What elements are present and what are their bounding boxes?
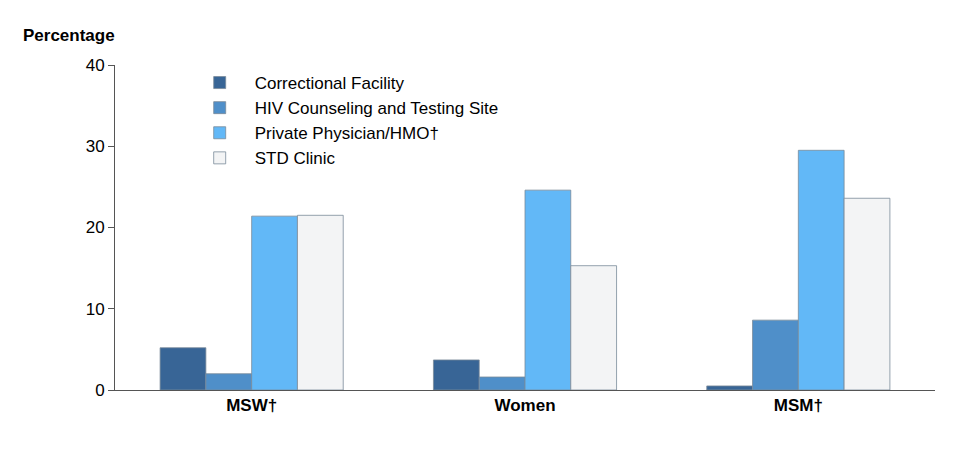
svg-text:10: 10 — [86, 300, 105, 319]
svg-text:40: 40 — [86, 56, 105, 75]
svg-text:MSM†: MSM† — [774, 396, 823, 415]
svg-text:Percentage: Percentage — [23, 26, 115, 45]
svg-text:MSW†: MSW† — [226, 396, 277, 415]
svg-text:30: 30 — [86, 137, 105, 156]
svg-text:STD Clinic: STD Clinic — [255, 149, 336, 168]
svg-text:0: 0 — [95, 381, 104, 400]
svg-text:Women: Women — [494, 396, 555, 415]
svg-text:HIV Counseling and Testing Sit: HIV Counseling and Testing Site — [255, 99, 499, 118]
svg-text:20: 20 — [86, 218, 105, 237]
svg-text:Correctional Facility: Correctional Facility — [255, 74, 405, 93]
svg-text:Private Physician/HMO†: Private Physician/HMO† — [255, 124, 439, 143]
